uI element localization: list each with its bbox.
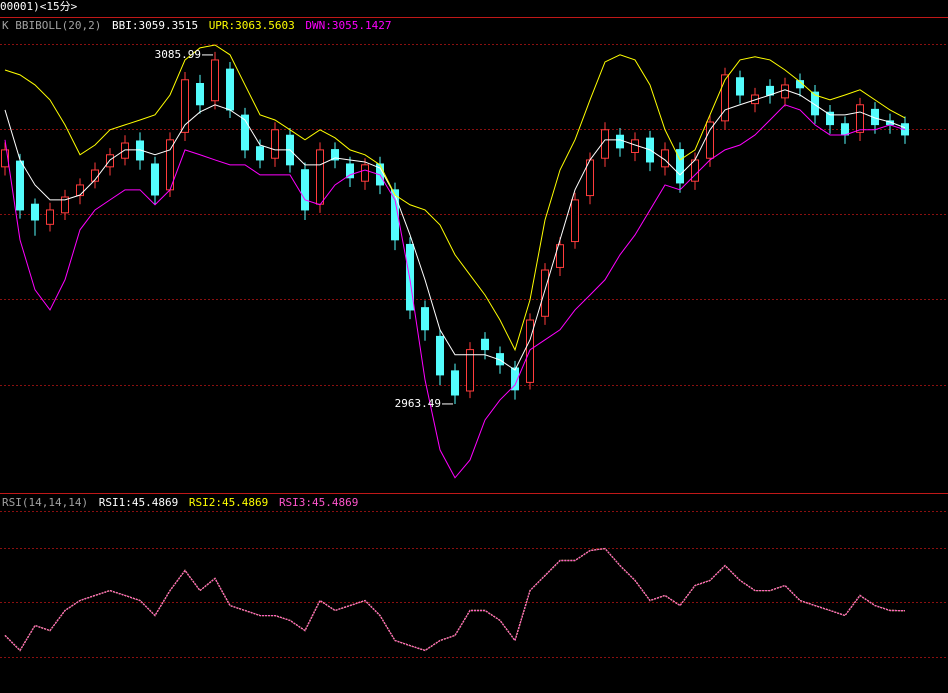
candle-body [661,149,669,168]
candle-body [526,319,534,383]
candle-body [436,335,444,376]
candle-body [736,77,744,96]
candle-body [466,349,474,392]
band-line [4,44,906,352]
candle-body [391,189,399,241]
rsi-line [4,547,906,652]
candle-body [301,169,309,211]
window-title: 00001)<15分> [0,0,78,13]
candle-body [241,114,249,151]
candle-body [676,149,684,184]
candle-body [1,149,9,168]
candle-body [721,74,729,122]
candle-body [556,244,564,268]
legend-entry: DWN:3055.1427 [305,19,391,32]
candle-body [136,140,144,161]
candle-body [256,146,264,161]
candle-body [151,163,159,196]
high-label: 3085.99 [155,48,201,61]
band-line [4,104,906,479]
candle-body [781,84,789,99]
candle-body [616,134,624,149]
candle-body [316,149,324,205]
legend-entry: BBI:3059.3515 [112,19,198,32]
candle-body [841,123,849,136]
candle-body [541,269,549,317]
candle-body [196,83,204,106]
rsi-legend: RSI(14,14,14) RSI1:45.4869 RSI2:45.4869 … [2,496,358,509]
candle-body [181,79,189,133]
candle-body [751,94,759,105]
candle-body [601,129,609,159]
candle-body [511,367,519,391]
candle-body [121,142,129,159]
candle-body [331,149,339,161]
band-line [4,89,906,371]
candle-body [31,203,39,221]
candle-body [811,91,819,116]
price-legend: K BBIBOLL(20,2) BBI:3059.3515 UPR:3063.5… [2,19,392,32]
legend-entry: UPR:3063.5603 [209,19,295,32]
candle-body [481,338,489,351]
candle-body [271,129,279,159]
low-label: 2963.49 [395,397,441,410]
candle-body [211,59,219,102]
indicator-name: K BBIBOLL(20,2) [2,19,101,32]
candle-body [706,121,714,159]
candle-body [61,196,69,214]
candle-body [856,104,864,133]
indicator-name: RSI(14,14,14) [2,496,88,509]
candle-body [826,111,834,126]
candle-body [361,164,369,182]
candle-body [226,68,234,111]
legend-entry: RSI3:45.4869 [279,496,358,509]
candle-body [106,154,114,168]
candle-body [16,160,24,211]
candle-body [76,184,84,197]
candle-body [571,199,579,243]
candle-body [46,209,54,225]
candle-body [421,307,429,331]
legend-entry: RSI2:45.4869 [189,496,268,509]
candle-body [451,370,459,396]
legend-entry: RSI1:45.4869 [99,496,178,509]
candle-body [346,163,354,179]
